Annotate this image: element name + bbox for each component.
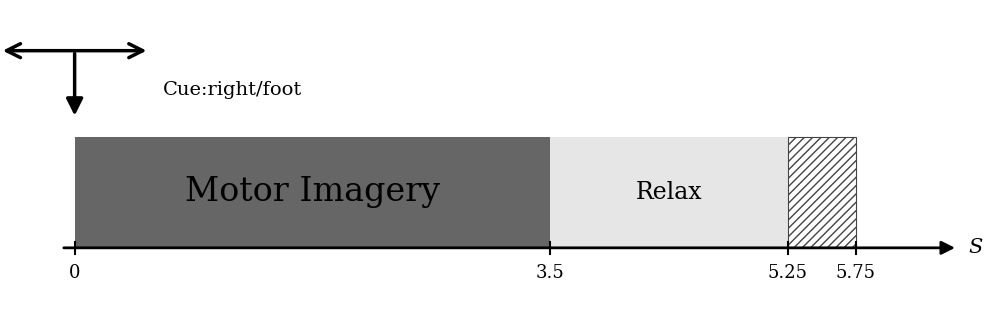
Text: Cue:right/foot: Cue:right/foot: [163, 81, 302, 99]
Text: 3.5: 3.5: [536, 264, 565, 282]
Bar: [550, 137, 788, 248]
Text: S: S: [969, 238, 983, 257]
Text: Relax: Relax: [636, 181, 702, 204]
Text: 5.75: 5.75: [836, 264, 876, 282]
Bar: [788, 137, 856, 248]
Text: 5.25: 5.25: [768, 264, 808, 282]
Text: Motor Imagery: Motor Imagery: [185, 176, 440, 208]
Text: 0: 0: [69, 264, 80, 282]
Bar: [75, 137, 550, 248]
